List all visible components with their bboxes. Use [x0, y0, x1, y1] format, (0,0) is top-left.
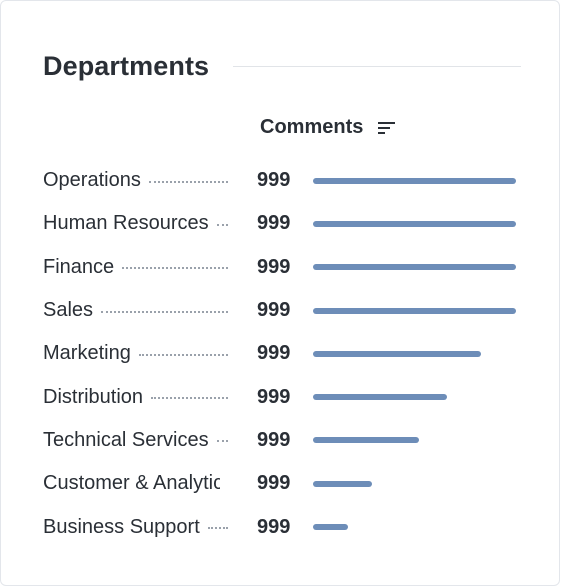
department-name-cell: Finance — [43, 256, 228, 279]
comments-column-label: Comments — [260, 116, 364, 138]
department-name-cell: Human Resources — [43, 212, 228, 235]
comment-bar — [313, 524, 348, 531]
bar-track — [313, 394, 516, 401]
department-row[interactable]: Sales 999 — [43, 289, 518, 332]
department-row[interactable]: Business Support 999 — [43, 505, 518, 548]
dotted-leader — [207, 527, 228, 530]
comment-count: 999 — [257, 169, 291, 192]
header-divider — [233, 65, 521, 67]
department-name-cell: Business Support — [43, 516, 228, 539]
comment-count: 999 — [257, 515, 291, 538]
comment-count: 999 — [257, 472, 291, 495]
dotted-leader — [216, 223, 228, 226]
department-name-cell: Operations — [43, 169, 228, 192]
department-row[interactable]: Technical Services 999 — [43, 419, 518, 462]
department-row[interactable]: Finance 999 — [43, 246, 518, 289]
comment-bar — [313, 264, 516, 271]
department-name-cell: Marketing — [43, 342, 228, 365]
comment-bar — [313, 220, 516, 227]
bar-track — [313, 524, 516, 531]
comment-bar — [313, 177, 516, 184]
bar-track — [313, 264, 516, 271]
comment-count: 999 — [257, 299, 291, 322]
card-title: Departments — [43, 50, 210, 81]
department-row[interactable]: Operations 999 — [43, 159, 518, 202]
department-name: Distribution — [43, 385, 144, 408]
department-row[interactable]: Human Resources 999 — [43, 202, 518, 245]
department-name: Human Resources — [43, 212, 209, 235]
department-name: Technical Services — [43, 428, 209, 451]
department-name-cell: Customer & Analytics — [43, 472, 228, 495]
bar-track — [313, 350, 516, 357]
dotted-leader — [151, 397, 228, 400]
sort-icon[interactable] — [378, 121, 396, 135]
comment-bar — [313, 307, 516, 314]
comment-count: 999 — [257, 255, 291, 278]
bar-track — [313, 220, 516, 227]
bar-track — [313, 177, 516, 184]
dotted-leader — [216, 440, 228, 443]
department-name: Marketing — [43, 342, 131, 365]
comment-count: 999 — [257, 385, 291, 408]
dotted-leader — [101, 310, 228, 313]
comments-column-header[interactable]: Comments — [260, 116, 396, 139]
comment-count: 999 — [257, 342, 291, 365]
department-name: Operations — [43, 169, 141, 192]
comment-bar — [313, 437, 419, 444]
department-name-cell: Technical Services — [43, 429, 228, 452]
dotted-leader — [138, 353, 228, 356]
comment-bar — [313, 394, 447, 401]
comment-count: 999 — [257, 212, 291, 235]
department-row[interactable]: Marketing 999 — [43, 332, 518, 375]
department-name: Finance — [43, 255, 115, 278]
dotted-leader — [122, 267, 228, 270]
bar-track — [313, 437, 516, 444]
department-name: Customer & Analytics — [43, 472, 220, 495]
department-name: Business Support — [43, 515, 200, 538]
comment-count: 999 — [257, 428, 291, 451]
bar-track — [313, 480, 516, 487]
department-row[interactable]: Distribution 999 — [43, 375, 518, 418]
bar-track — [313, 307, 516, 314]
department-name: Sales — [43, 299, 94, 322]
department-name-cell: Sales — [43, 299, 228, 322]
comment-bar — [313, 350, 482, 357]
department-name-cell: Distribution — [43, 386, 228, 409]
dotted-leader — [148, 180, 228, 183]
comment-bar — [313, 480, 372, 487]
card-header: Departments — [43, 49, 521, 83]
department-row[interactable]: Customer & Analytics 999 — [43, 462, 518, 505]
department-list: Operations 999 Human Resources 999 Finance 99… — [43, 159, 518, 549]
